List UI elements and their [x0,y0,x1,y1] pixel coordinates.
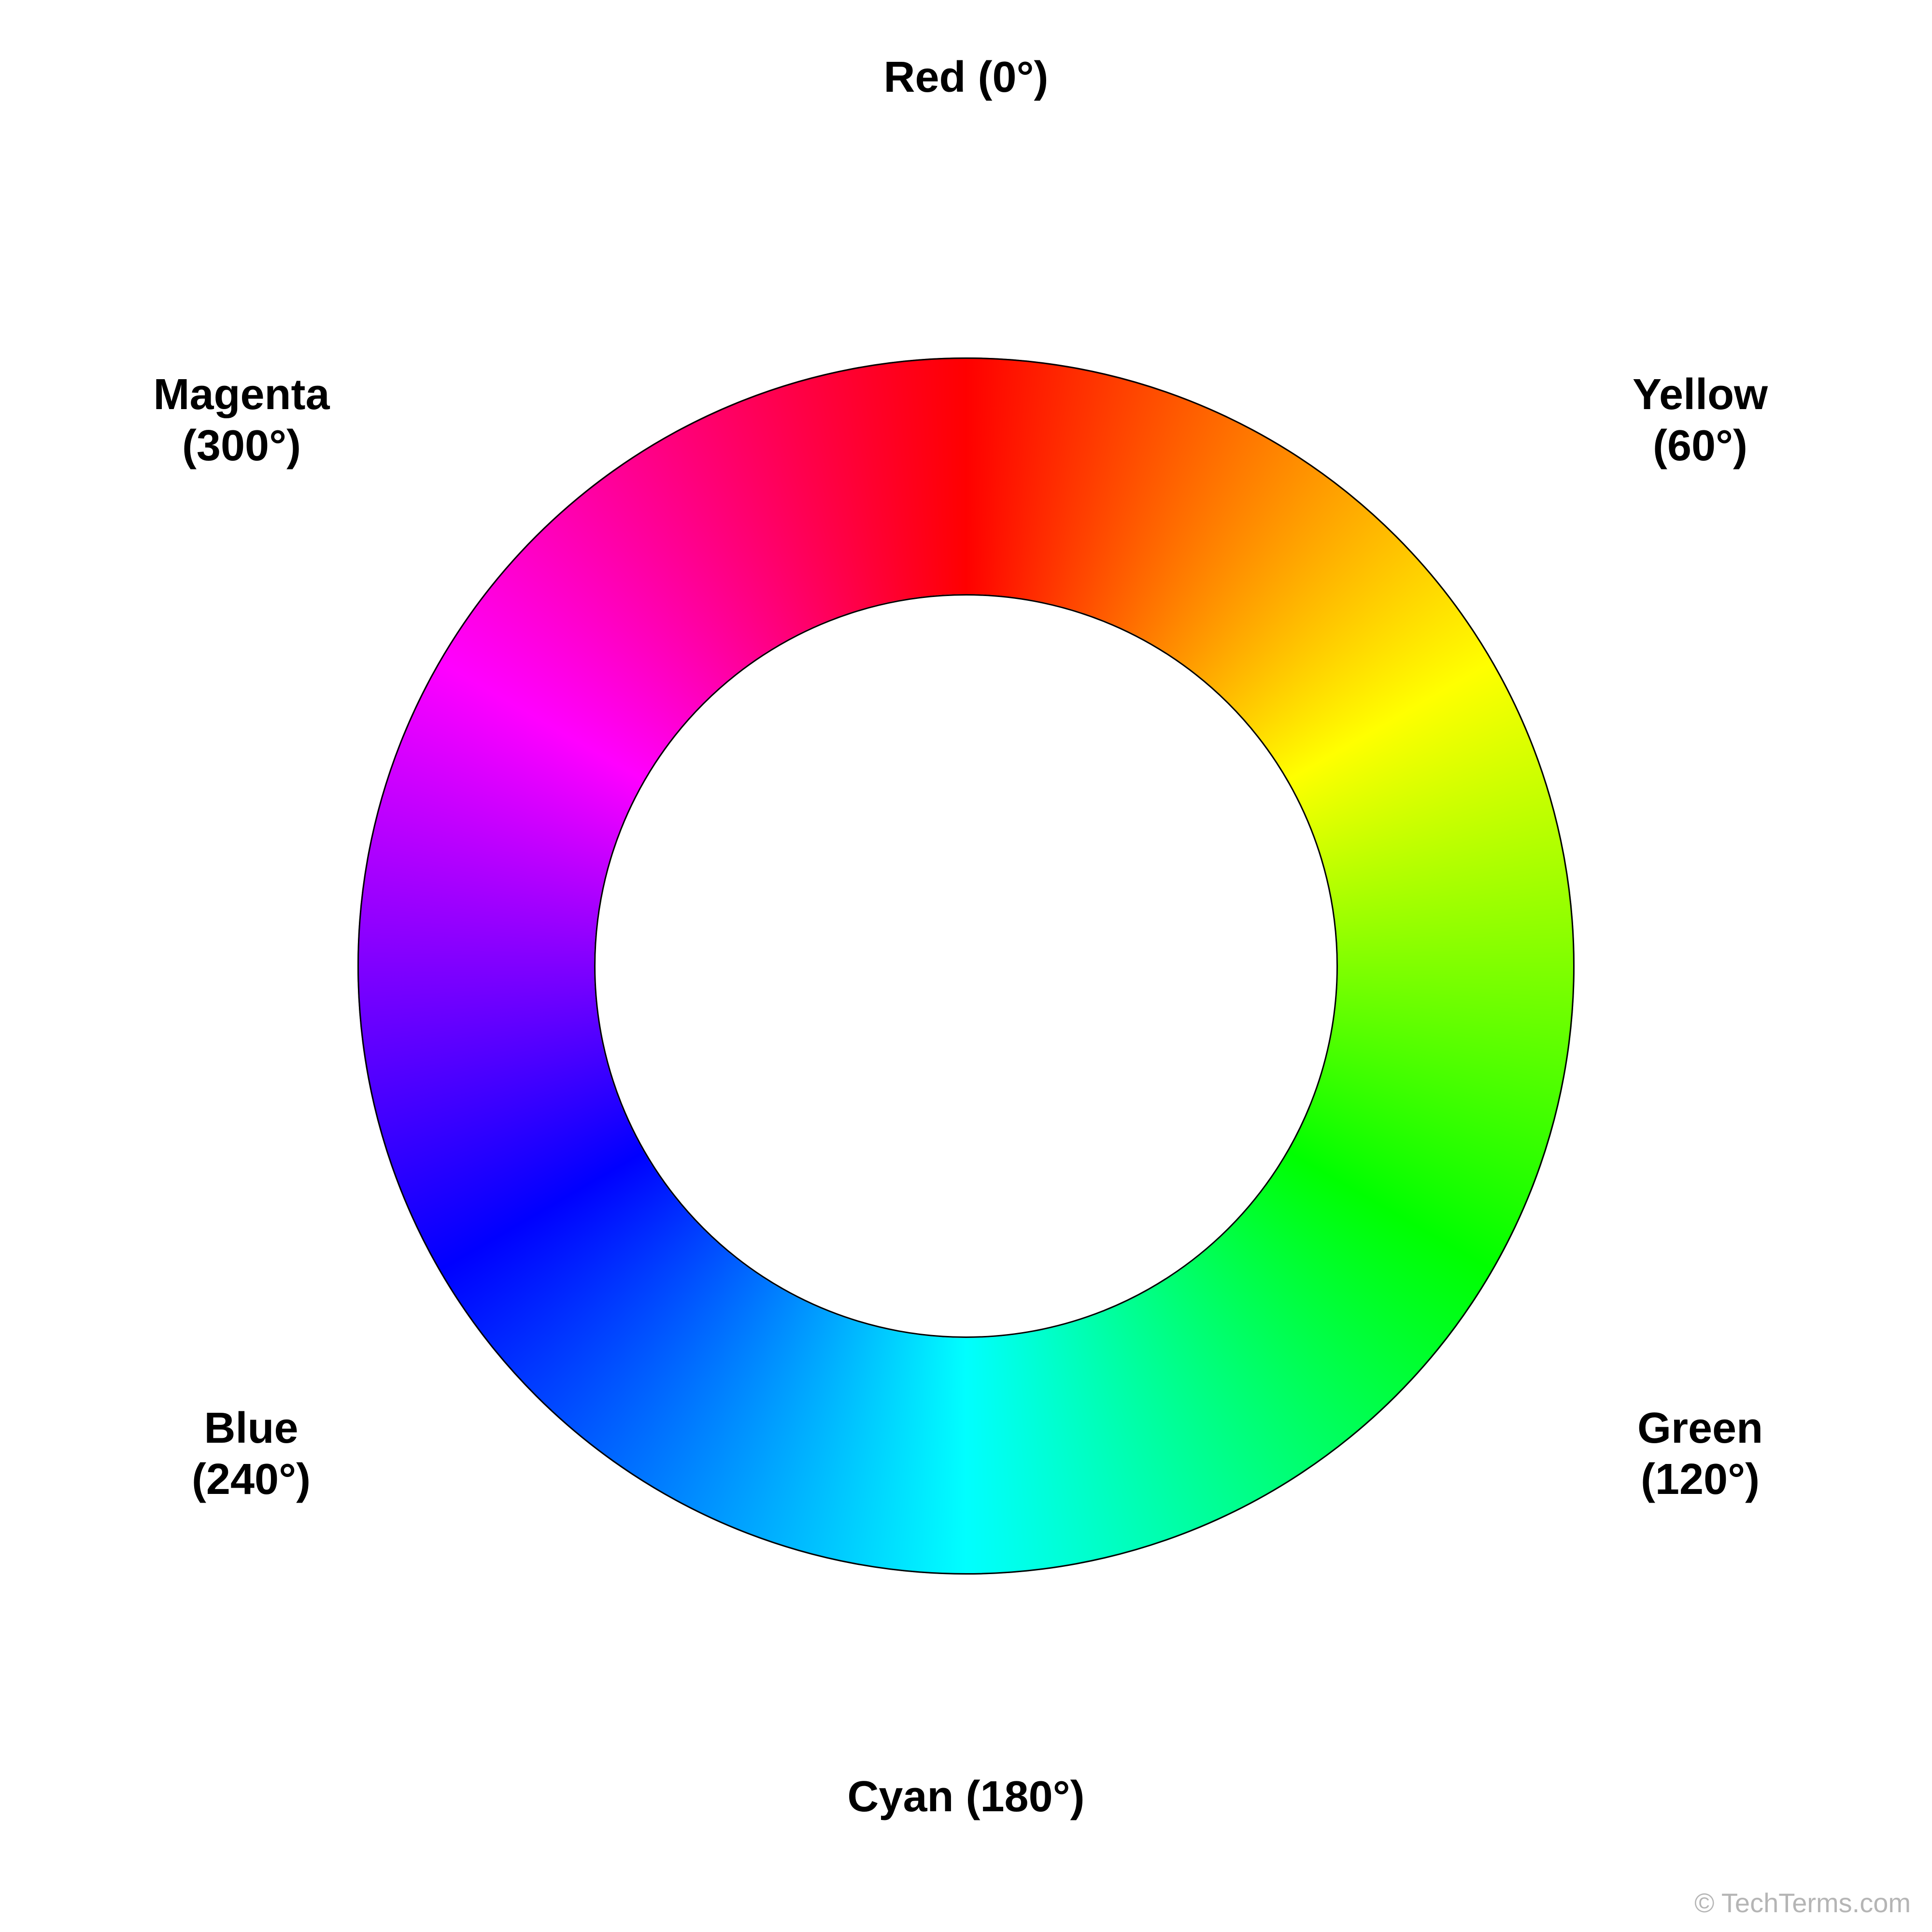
credit-text: © TechTerms.com [1694,1887,1911,1918]
hue-ring-inner-border [594,594,1338,1338]
label-yellow: Yellow (60°) [1633,369,1768,471]
label-red: Red (0°) [883,52,1048,103]
label-cyan: Cyan (180°) [847,1771,1084,1822]
label-magenta: Magenta (300°) [153,369,329,471]
label-blue: Blue (240°) [192,1403,311,1505]
label-green: Green (120°) [1637,1403,1763,1505]
hue-ring-container [357,357,1575,1575]
diagram-stage: Red (0°) Yellow (60°) Green (120°) Cyan … [0,0,1932,1932]
